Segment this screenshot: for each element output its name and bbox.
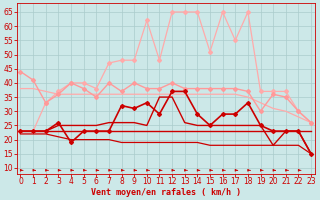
X-axis label: Vent moyen/en rafales ( km/h ): Vent moyen/en rafales ( km/h ) [91, 188, 241, 197]
